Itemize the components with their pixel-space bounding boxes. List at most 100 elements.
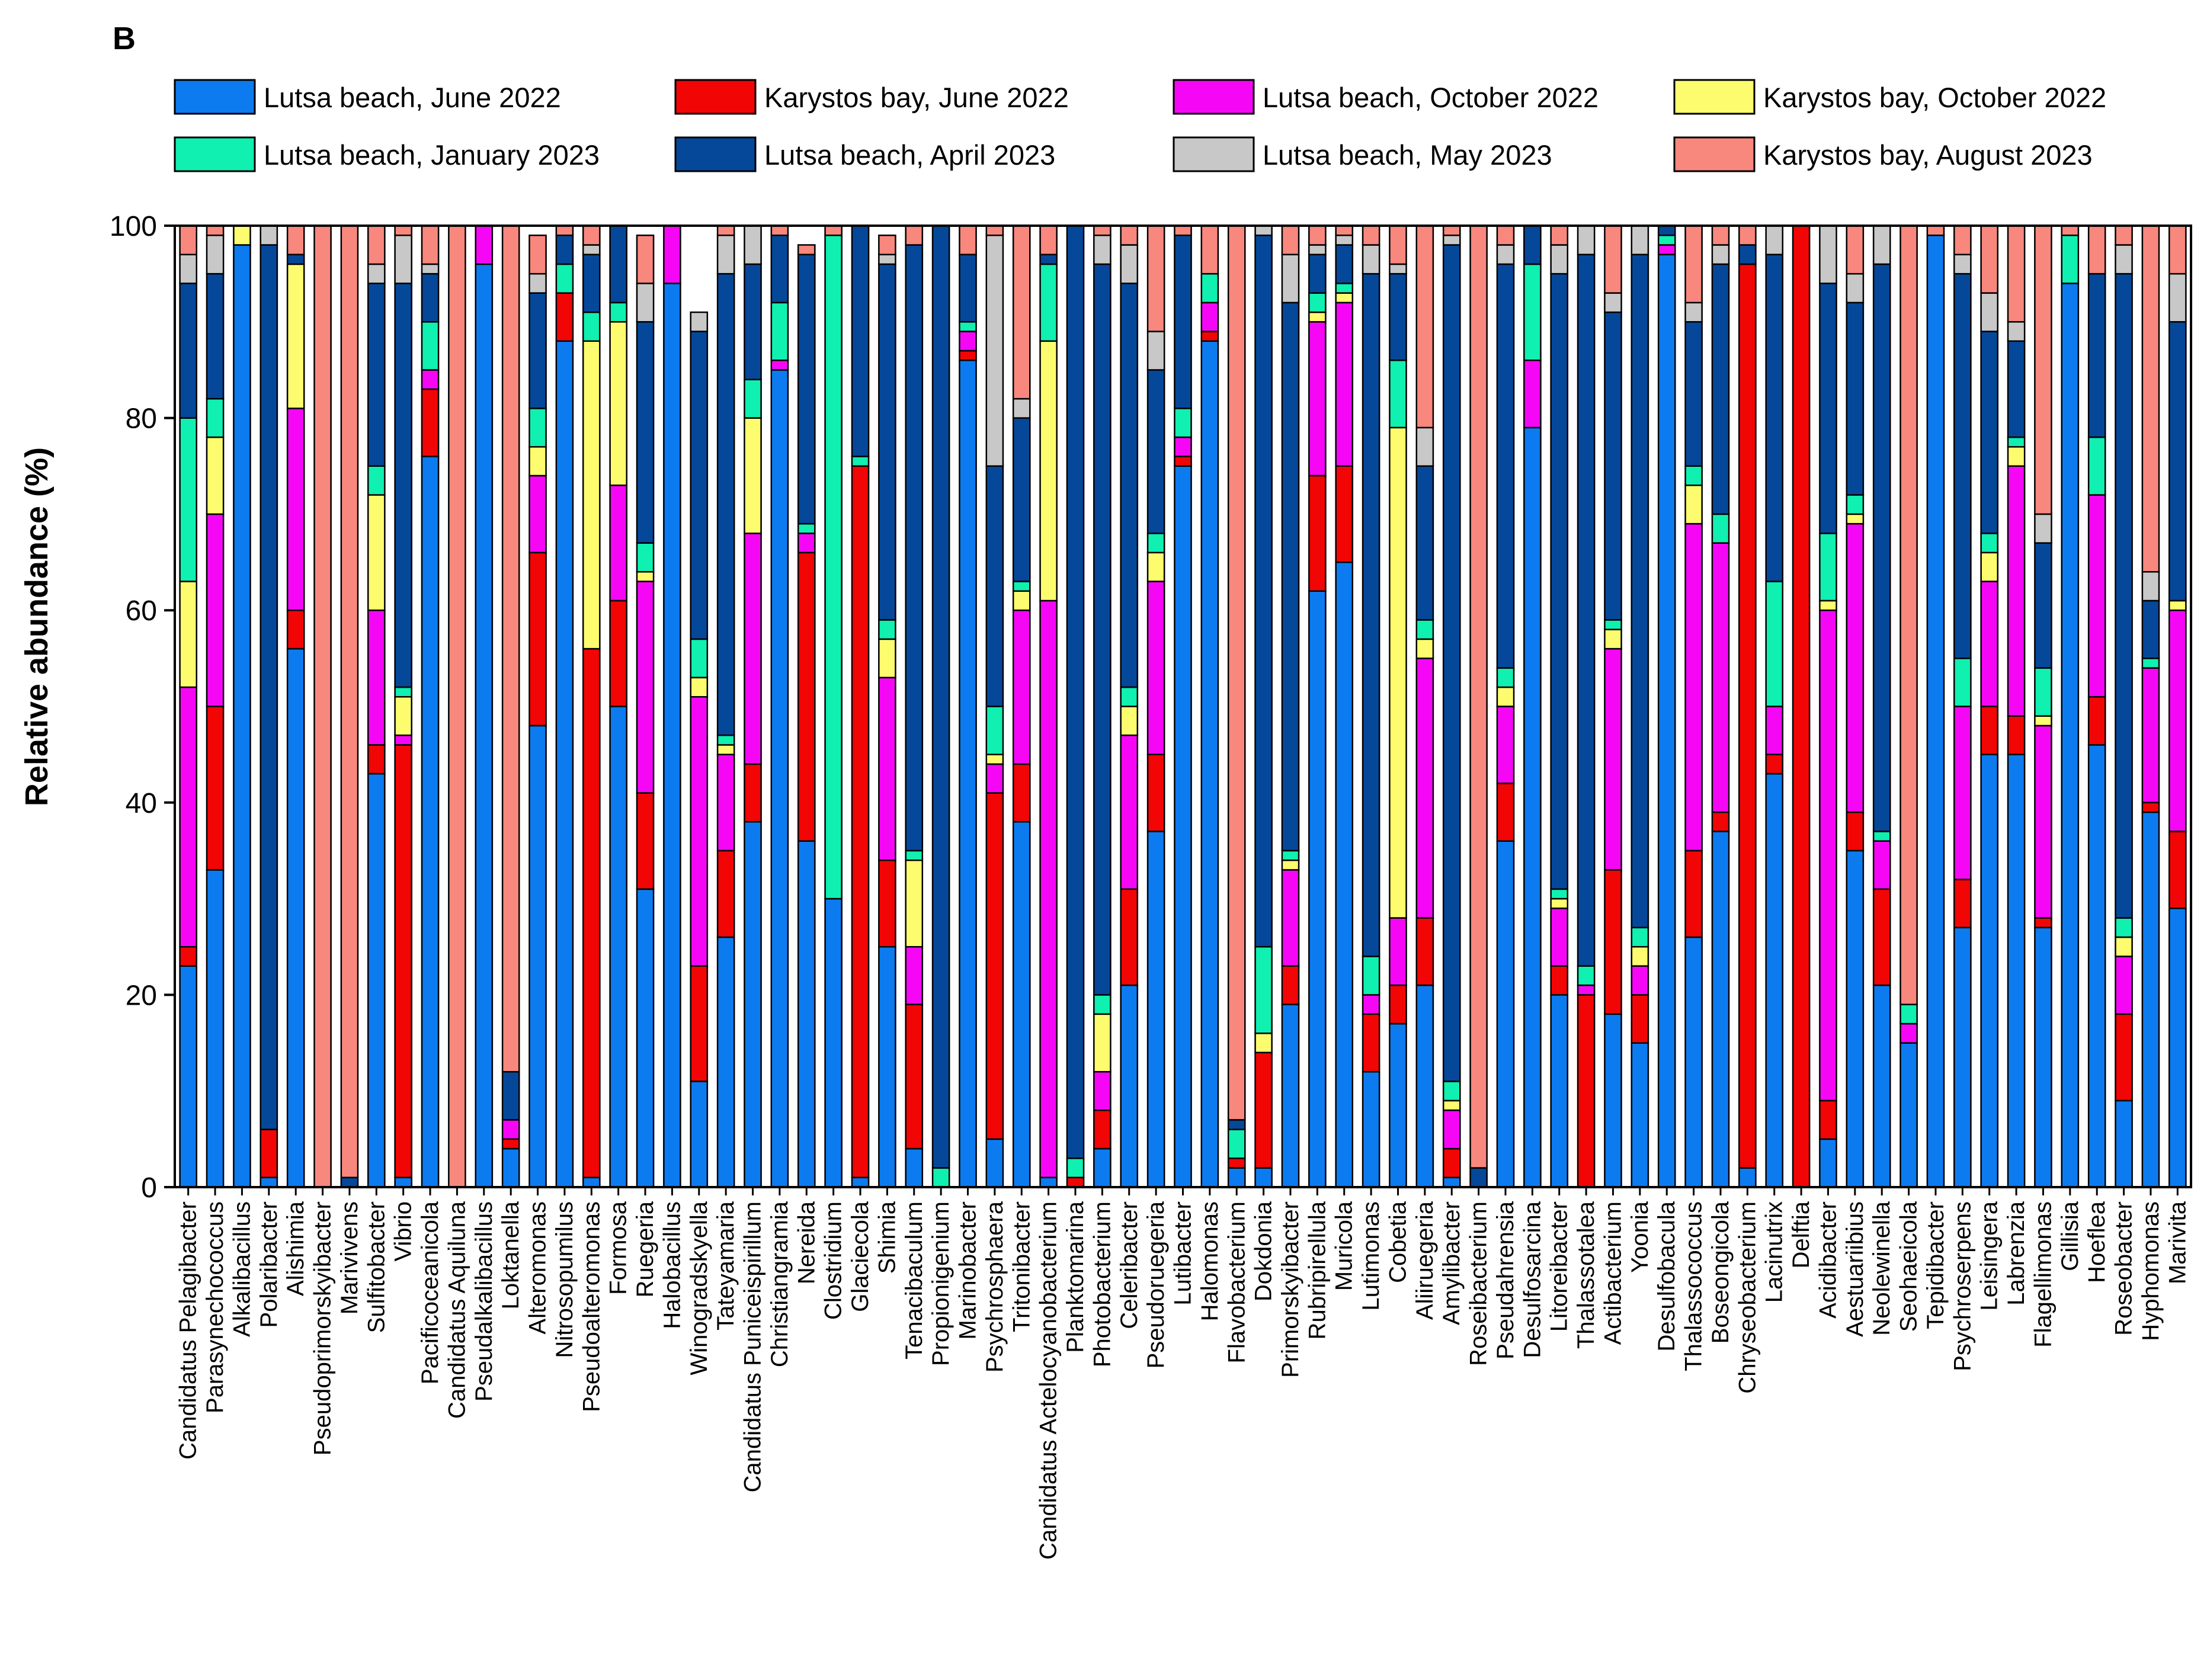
bar-segment	[1254, 1033, 1273, 1054]
x-tick-label: Pseudahrensia	[1492, 1201, 1519, 1360]
bar-stack	[851, 225, 870, 1188]
bar-segment	[286, 609, 305, 650]
bar-segment	[1900, 225, 1918, 1005]
bar-segment	[1846, 513, 1865, 525]
bar-segment	[2141, 811, 2160, 1188]
bar-stack	[501, 225, 520, 1188]
legend-label: Lutsa beach, January 2023	[264, 139, 600, 171]
bar-stack	[1657, 225, 1676, 1188]
bar-segment	[1496, 783, 1515, 842]
bar-segment	[1146, 754, 1165, 832]
bar-segment	[2115, 917, 2133, 938]
y-tick-label: 20	[126, 980, 157, 1011]
bar-segment	[716, 225, 735, 236]
bar-segment	[905, 946, 924, 1005]
x-tick-label: Litoreibacter	[1546, 1201, 1572, 1332]
bar-segment	[636, 571, 655, 582]
bar-segment	[1846, 811, 1865, 852]
y-tick-label: 60	[126, 595, 157, 627]
bar-segment	[1174, 465, 1192, 1188]
bar-segment	[179, 417, 197, 582]
bar-segment	[2087, 436, 2106, 496]
bar-segment	[1389, 263, 1407, 275]
x-tick-label: Aestuariibius	[1842, 1201, 1868, 1337]
bar-segment	[1254, 946, 1273, 1034]
bar-segment	[1281, 302, 1300, 852]
bar-stack	[959, 225, 977, 1188]
bar-segment	[206, 397, 225, 438]
x-tick-label: Actibacterium	[1600, 1201, 1626, 1345]
bar-segment	[2007, 340, 2026, 438]
bar-segment	[1604, 629, 1622, 650]
bar-segment	[2141, 225, 2160, 573]
bar-segment	[1281, 859, 1300, 871]
bar-stack	[1120, 225, 1139, 1188]
bar-segment	[716, 272, 735, 736]
bar-segment	[1039, 1176, 1058, 1188]
bar-segment	[1146, 331, 1165, 371]
bar-segment	[582, 244, 601, 255]
bar-segment	[421, 369, 440, 390]
bar-segment	[1066, 1176, 1085, 1188]
bar-segment	[1819, 1099, 1837, 1140]
x-tick-label: Polaribacter	[256, 1201, 282, 1328]
bar-segment	[1174, 225, 1192, 236]
bar-stack	[1926, 225, 1945, 1188]
legend-swatch	[1673, 79, 1756, 115]
bar-segment	[286, 647, 305, 1188]
bar-segment	[1496, 686, 1515, 707]
bar-segment	[1093, 1013, 1111, 1073]
bar-segment	[528, 474, 547, 554]
bar-segment	[286, 254, 305, 265]
bar-segment	[1765, 581, 1784, 707]
bar-segment	[1146, 225, 1165, 332]
bar-segment	[421, 388, 440, 457]
bar-segment	[1281, 225, 1300, 255]
bar-segment	[1711, 542, 1730, 813]
x-tick-label: Amylibacter	[1439, 1201, 1465, 1325]
bar-segment	[1631, 225, 1649, 255]
bar-segment	[367, 225, 386, 265]
bar-stack	[475, 225, 494, 1188]
bar-segment	[770, 234, 789, 304]
bar-segment	[1308, 244, 1327, 255]
x-tick-label: Dokdonia	[1251, 1201, 1277, 1301]
bar-segment	[394, 1176, 412, 1188]
bar-stack	[1415, 225, 1434, 1188]
bar-stack	[1496, 225, 1515, 1188]
x-tick-label: Celeribacter	[1116, 1201, 1142, 1329]
bar-stack	[609, 225, 627, 1188]
bar-segment	[206, 436, 225, 515]
bar-segment	[179, 283, 197, 419]
bar-stack	[770, 225, 789, 1188]
bar-segment	[2034, 917, 2052, 929]
bar-segment	[1657, 225, 1676, 236]
bar-stack	[1066, 225, 1085, 1188]
bar-segment	[1335, 465, 1354, 563]
x-tick-label: Alteromonas	[525, 1201, 551, 1335]
bar-segment	[1362, 1013, 1380, 1073]
bar-segment	[609, 599, 627, 707]
bar-segment	[2087, 225, 2106, 275]
bar-stack	[1604, 225, 1622, 1188]
bar-segment	[744, 533, 762, 765]
bar-segment	[1012, 821, 1031, 1188]
bar-segment	[609, 302, 627, 323]
y-tick-label: 40	[126, 788, 157, 819]
legend-swatch	[674, 79, 757, 115]
bar-stack	[985, 225, 1004, 1188]
bar-segment	[1012, 225, 1031, 400]
legend-item: Lutsa beach, June 2022	[174, 79, 561, 115]
bar-stack	[2168, 225, 2187, 1188]
bar-segment	[959, 225, 977, 255]
legend-item: Lutsa beach, January 2023	[174, 136, 600, 172]
bar-segment	[1281, 965, 1300, 1005]
bar-segment	[1039, 340, 1058, 602]
bar-segment	[1442, 1109, 1461, 1150]
bar-stack	[1846, 225, 1865, 1188]
bar-segment	[1765, 772, 1784, 1188]
bar-segment	[528, 234, 547, 275]
bar-stack	[1362, 225, 1380, 1188]
bar-segment	[2115, 956, 2133, 1015]
bar-segment	[1093, 225, 1111, 236]
